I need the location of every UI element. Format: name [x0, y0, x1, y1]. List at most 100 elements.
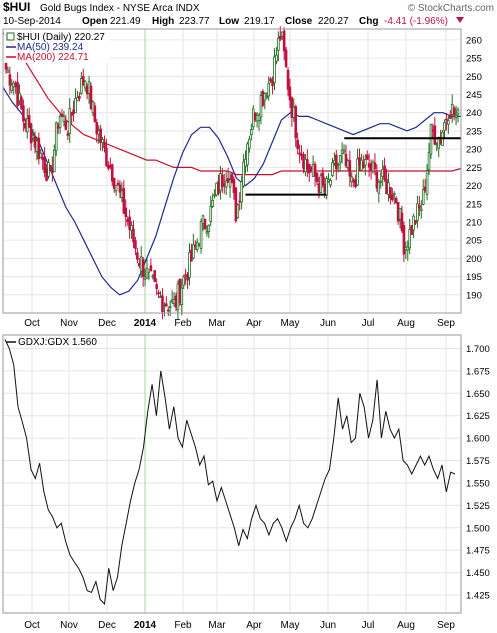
ratio-x-tick-label: Dec — [98, 620, 116, 631]
candle-body — [193, 244, 197, 247]
candle-body — [288, 86, 292, 101]
price-x-tick-label: Apr — [246, 318, 262, 329]
candle-body — [83, 80, 87, 89]
ratio-y-tick-label: 1.450 — [466, 568, 490, 579]
candle-body — [450, 103, 454, 116]
candle-body — [277, 37, 280, 51]
close-label: Close — [285, 16, 313, 27]
candle-body — [215, 182, 218, 196]
price-y-tick-label: 245 — [466, 90, 482, 101]
candle-body — [389, 186, 392, 199]
candle-body — [219, 173, 222, 191]
price-panel: 190 195 200 205 210 215 220 225 230 235 240 245 250 2… — [2, 26, 482, 320]
candle-body — [120, 190, 124, 198]
candle-body — [124, 207, 128, 218]
ratio-x-tick-label: May — [281, 620, 300, 631]
candle-body — [137, 263, 141, 267]
candle-body — [379, 180, 383, 183]
candle-body — [315, 172, 319, 182]
candle-body — [217, 181, 220, 194]
price-y-tick-label: 230 — [466, 145, 482, 156]
candle-body — [344, 153, 348, 167]
candle-body — [414, 220, 417, 224]
ratio-y-axis: 1.425 1.450 1.475 1.500 1.525 1.550 1.575 1.600… — [466, 344, 490, 602]
candle-body — [211, 199, 214, 207]
ratio-x-tick-label: Sep — [437, 620, 455, 631]
candle-body — [101, 139, 104, 144]
candle-body — [109, 164, 112, 168]
candle-body — [143, 276, 147, 280]
price-y-axis: 190 195 200 205 210 215 220 225 230 235 240 245 250 2… — [466, 35, 482, 301]
candle-body — [97, 130, 101, 135]
candle-body — [325, 178, 328, 196]
candle-body — [116, 182, 120, 186]
candle-body — [362, 162, 365, 169]
ratio-y-tick-label: 1.475 — [466, 546, 490, 557]
candle-body — [253, 112, 257, 121]
candle-body — [431, 129, 435, 132]
ratio-y-tick-label: 1.650 — [466, 389, 490, 400]
candle-body — [16, 82, 19, 106]
candle-body — [176, 283, 180, 311]
candle-body — [265, 96, 269, 99]
candle-body — [240, 181, 243, 203]
candle-body — [251, 108, 255, 128]
candle-body — [246, 143, 249, 166]
candle-body — [163, 305, 166, 308]
candle-body — [24, 122, 27, 129]
candle-body — [157, 292, 160, 295]
price-y-tick-label: 240 — [466, 108, 482, 119]
candle-body — [99, 128, 102, 143]
candle-body — [269, 78, 272, 82]
candle-body — [228, 179, 232, 188]
candle-body — [78, 95, 81, 99]
price-y-tick-label: 195 — [466, 272, 482, 283]
ratio-line — [4, 339, 456, 606]
candle-body — [105, 147, 108, 167]
ratio-y-tick-label: 1.625 — [466, 411, 490, 422]
candle-body — [242, 161, 245, 187]
ratio-grid — [3, 335, 461, 613]
candle-body — [107, 165, 110, 169]
ratio-y-tick-label: 1.500 — [466, 523, 490, 534]
candle-body — [371, 161, 375, 172]
candle-body — [27, 115, 31, 126]
ratio-x-axis: Oct Nov Dec 2014 Feb Mar Apr May Jun Jul Aug Sep — [24, 620, 455, 631]
candle-body — [56, 124, 60, 129]
candle-body — [114, 185, 118, 192]
candle-body — [33, 137, 37, 148]
candle-body — [12, 82, 16, 88]
ratio-line-layer — [4, 339, 456, 606]
candle-body — [300, 153, 303, 157]
candle-body — [91, 101, 95, 114]
candle-body — [429, 124, 433, 155]
price-legend-label: $HUI (Daily) 220.27 — [17, 32, 105, 43]
candle-body — [323, 184, 327, 193]
candle-body — [435, 143, 439, 146]
candle-body — [448, 114, 452, 119]
price-y-tick-label: 255 — [466, 54, 482, 65]
candle-body — [302, 153, 305, 169]
candle-body — [311, 163, 315, 177]
candle-body — [275, 54, 278, 62]
price-x-tick-label: Aug — [397, 318, 415, 329]
candle-body — [139, 256, 143, 272]
chart-header: $HUI Gold Bugs Index - NYSE Arca INDX © … — [3, 0, 494, 27]
candle-body — [263, 92, 267, 101]
price-panel-frame — [2, 28, 462, 314]
candle-body — [445, 118, 448, 121]
low-label: Low — [219, 16, 239, 27]
price-x-tick-label: Feb — [174, 318, 192, 329]
candle-body — [136, 252, 139, 260]
candle-body — [278, 35, 282, 40]
price-y-tick-label: 190 — [466, 290, 482, 301]
candle-body — [309, 167, 313, 172]
candle-body — [408, 228, 412, 249]
candle-body — [259, 95, 263, 118]
candle-body — [369, 163, 373, 172]
candle-body — [443, 122, 446, 131]
ratio-panel-frame — [2, 334, 462, 614]
candle-body — [423, 186, 427, 191]
candle-body — [375, 172, 379, 189]
